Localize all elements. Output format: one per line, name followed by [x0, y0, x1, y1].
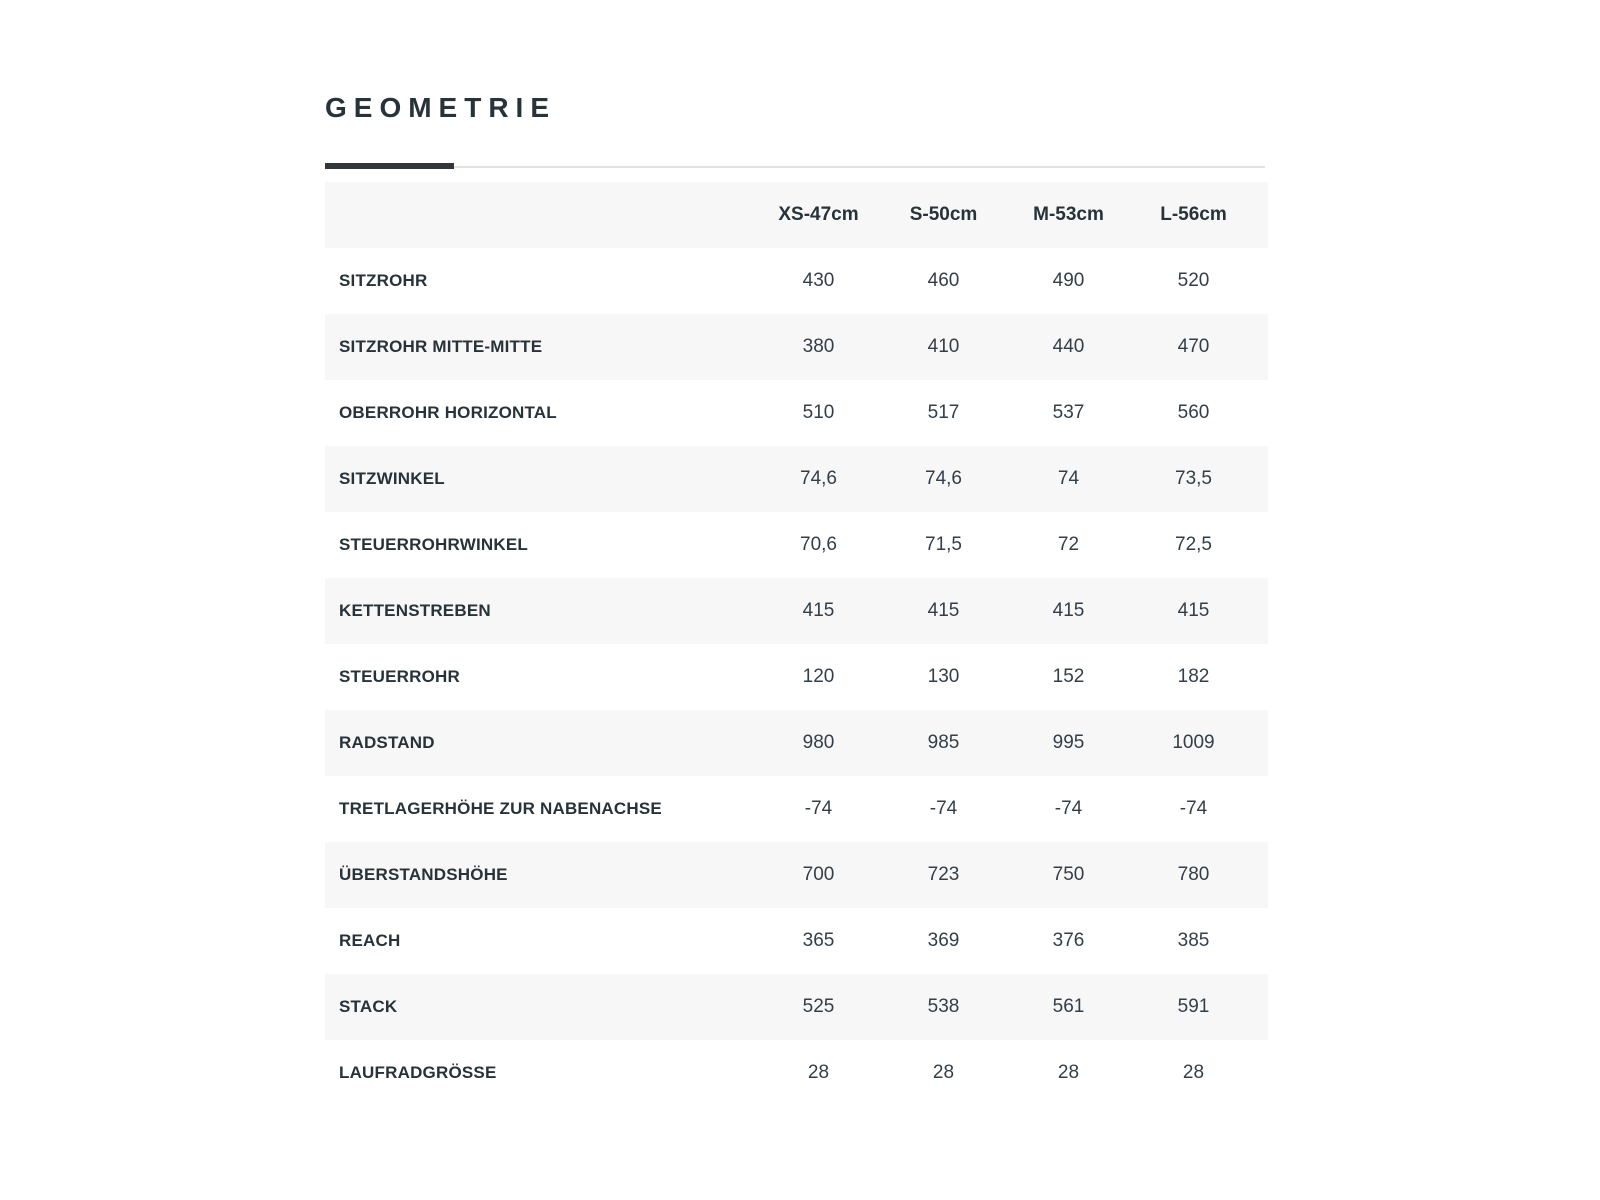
value-cell: 520: [1177, 270, 1210, 291]
value-cell: 365: [802, 930, 835, 951]
value-cell: 380: [802, 336, 835, 357]
value-cell: 73,5: [1175, 468, 1212, 489]
value-cell: 152: [1052, 666, 1085, 687]
value-cell: 130: [927, 666, 960, 687]
row-label: STEUERROHRWINKEL: [339, 535, 528, 554]
value-cell: -74: [1054, 798, 1083, 819]
value-cell: 517: [927, 402, 960, 423]
value-cell: 750: [1052, 864, 1085, 885]
value-cell: 385: [1177, 930, 1210, 951]
value-cell: 525: [802, 996, 835, 1017]
value-cell: 561: [1052, 996, 1085, 1017]
geometry-table: XS-47cm S-50cm M-53cm L-56cm SITZROHR 430 460 4…: [325, 182, 1268, 1106]
value-cell: 985: [927, 732, 960, 753]
table-row: SITZROHR MITTE-MITTE 380 410 440 470: [325, 314, 1268, 380]
value-cell: 74: [1057, 468, 1080, 489]
value-cell: 470: [1177, 336, 1210, 357]
table-row: REACH 365 369 376 385: [325, 908, 1268, 974]
table-header-row: XS-47cm S-50cm M-53cm L-56cm: [325, 182, 1268, 248]
value-cell: 560: [1177, 402, 1210, 423]
column-header: S-50cm: [909, 204, 978, 225]
value-cell: 72,5: [1175, 534, 1212, 555]
table-row: KETTENSTREBEN 415 415 415 415: [325, 578, 1268, 644]
table-row: LAUFRADGRÖSSE 28 28 28 28: [325, 1040, 1268, 1106]
value-cell: 415: [1177, 600, 1210, 621]
title-divider: [325, 163, 1268, 169]
value-cell: 1009: [1172, 732, 1215, 753]
value-cell: 410: [927, 336, 960, 357]
row-label: SITZWINKEL: [339, 469, 445, 488]
value-cell: 780: [1177, 864, 1210, 885]
row-label: RADSTAND: [339, 733, 435, 752]
value-cell: 415: [1052, 600, 1085, 621]
row-label: STACK: [339, 997, 398, 1016]
table-row: SITZROHR 430 460 490 520: [325, 248, 1268, 314]
value-cell: 995: [1052, 732, 1085, 753]
row-label: KETTENSTREBEN: [339, 601, 491, 620]
value-cell: 430: [802, 270, 835, 291]
column-header: XS-47cm: [778, 204, 859, 225]
row-label: LAUFRADGRÖSSE: [339, 1063, 497, 1082]
value-cell: 415: [802, 600, 835, 621]
value-cell: 510: [802, 402, 835, 423]
table-row: STEUERROHR 120 130 152 182: [325, 644, 1268, 710]
page-title: GEOMETRIE: [325, 92, 557, 123]
value-cell: 537: [1052, 402, 1085, 423]
row-label: STEUERROHR: [339, 667, 461, 686]
row-label: TRETLAGERHÖHE ZUR NABENACHSE: [339, 799, 662, 818]
value-cell: 70,6: [800, 534, 837, 555]
value-cell: -74: [1179, 798, 1208, 819]
value-cell: 74,6: [800, 468, 837, 489]
table-row: STACK 525 538 561 591: [325, 974, 1268, 1040]
value-cell: 591: [1177, 996, 1210, 1017]
row-label: SITZROHR: [339, 271, 428, 290]
row-label: REACH: [339, 931, 401, 950]
value-cell: 980: [802, 732, 835, 753]
table-row: ÜBERSTANDSHÖHE 700 723 750 780: [325, 842, 1268, 908]
value-cell: 120: [802, 666, 835, 687]
column-header: L-56cm: [1160, 204, 1227, 225]
value-cell: 415: [927, 600, 960, 621]
value-cell: 71,5: [925, 534, 962, 555]
divider-accent-bar: [325, 163, 454, 169]
divider-line: [325, 166, 1265, 168]
row-label: ÜBERSTANDSHÖHE: [339, 865, 508, 884]
value-cell: 28: [1057, 1062, 1080, 1083]
value-cell: 490: [1052, 270, 1085, 291]
table-row: SITZWINKEL 74,6 74,6 74 73,5: [325, 446, 1268, 512]
value-cell: 28: [1182, 1062, 1205, 1083]
value-cell: 723: [927, 864, 960, 885]
table-row: RADSTAND 980 985 995 1009: [325, 710, 1268, 776]
value-cell: 28: [807, 1062, 830, 1083]
value-cell: 74,6: [925, 468, 962, 489]
value-cell: 376: [1052, 930, 1085, 951]
geometry-section: GEOMETRIE XS-47cm S-50cm M-53cm L-56cm SITZR…: [325, 90, 1268, 1106]
value-cell: 28: [932, 1062, 955, 1083]
value-cell: 538: [927, 996, 960, 1017]
row-label: SITZROHR MITTE-MITTE: [339, 337, 543, 356]
value-cell: 369: [927, 930, 960, 951]
value-cell: 182: [1177, 666, 1210, 687]
table-row: STEUERROHRWINKEL 70,6 71,5 72 72,5: [325, 512, 1268, 578]
value-cell: -74: [929, 798, 958, 819]
table-row: TRETLAGERHÖHE ZUR NABENACHSE -74 -74 -74 -74: [325, 776, 1268, 842]
value-cell: 700: [802, 864, 835, 885]
column-header: M-53cm: [1033, 204, 1104, 225]
value-cell: 440: [1052, 336, 1085, 357]
row-label: OBERROHR HORIZONTAL: [339, 403, 557, 422]
value-cell: -74: [804, 798, 833, 819]
value-cell: 460: [927, 270, 960, 291]
table-row: OBERROHR HORIZONTAL 510 517 537 560: [325, 380, 1268, 446]
value-cell: 72: [1057, 534, 1080, 555]
